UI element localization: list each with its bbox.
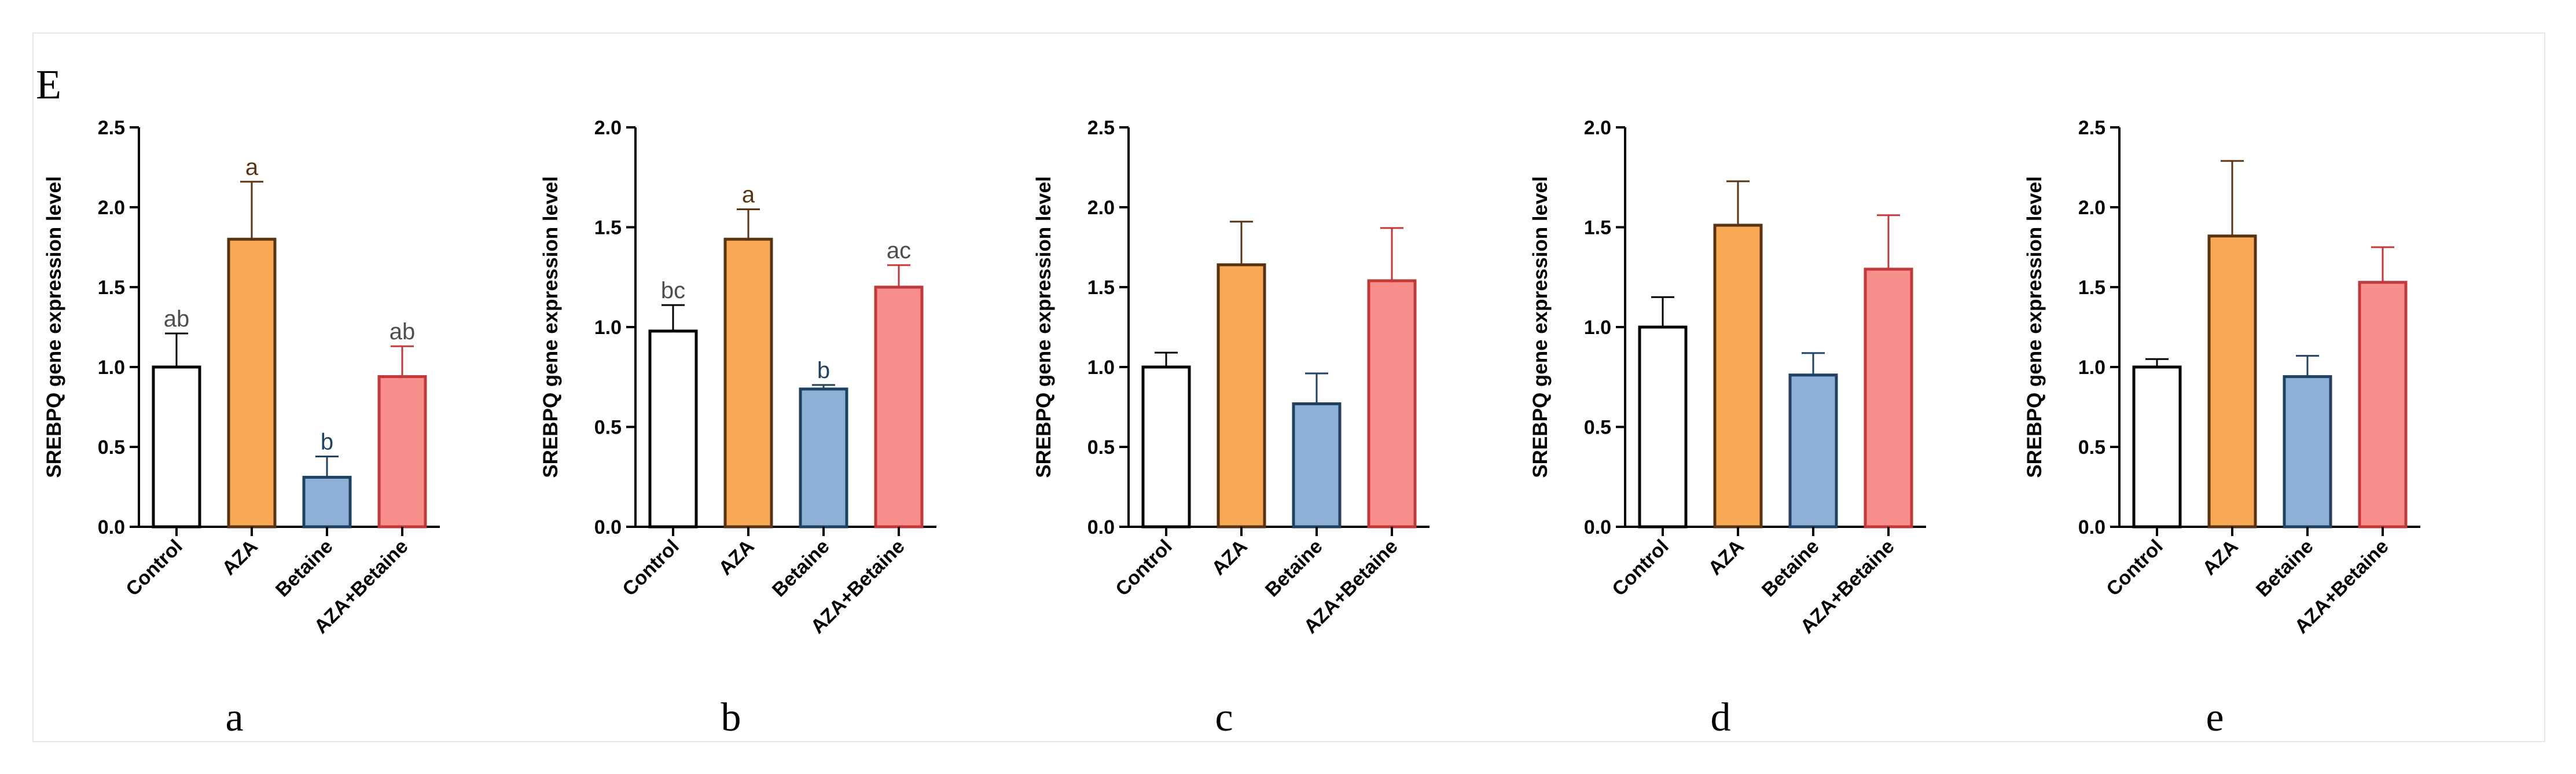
category-label: AZA	[218, 535, 262, 579]
category-label: Control	[1111, 535, 1176, 600]
y-tick-label: 1.0	[1087, 357, 1115, 379]
y-tick-label: 0.5	[98, 436, 125, 458]
bar	[227, 237, 277, 529]
y-tick-label: 1.5	[594, 217, 622, 239]
bar	[2283, 375, 2332, 529]
category-label: AZA	[2198, 535, 2242, 579]
significance-letter: a	[245, 155, 259, 180]
category-label: Betaine	[1758, 535, 1824, 601]
bar	[799, 387, 848, 529]
y-axis-label: SREBPQ gene expression level	[1032, 176, 1055, 478]
y-axis-label: SREBPQ gene expression level	[539, 176, 562, 478]
significance-letter: b	[817, 358, 830, 383]
figure-frame	[32, 32, 2545, 742]
category-label: Control	[122, 535, 186, 600]
chart-sublabel: c	[1215, 695, 1233, 740]
y-tick-label: 1.5	[98, 277, 125, 299]
y-tick-label: 0.5	[1087, 436, 1115, 458]
y-tick-label: 2.0	[2078, 197, 2105, 219]
significance-letter: a	[742, 182, 755, 207]
y-tick-label: 1.5	[2078, 277, 2105, 299]
category-label: Control	[2102, 535, 2167, 600]
significance-letter: ac	[887, 238, 911, 263]
bar	[1788, 373, 1838, 529]
chart-sublabel: d	[1711, 695, 1731, 740]
chart-sublabel: e	[2206, 695, 2224, 740]
y-tick-label: 0.0	[1087, 516, 1115, 538]
bar	[1864, 267, 1913, 529]
significance-letter: ab	[164, 306, 190, 332]
significance-letter: bc	[661, 278, 685, 303]
bar	[2358, 281, 2408, 529]
bar	[2132, 365, 2182, 529]
bar	[377, 375, 427, 529]
category-label: Betaine	[768, 535, 834, 601]
category-label: Control	[618, 535, 683, 600]
y-tick-label: 2.0	[1087, 197, 1115, 219]
bar	[152, 365, 201, 529]
category-label: Betaine	[2252, 535, 2318, 601]
bar	[1292, 402, 1342, 529]
category-label: AZA	[1207, 535, 1251, 579]
y-tick-label: 1.0	[2078, 357, 2105, 379]
y-tick-label: 2.0	[98, 197, 125, 219]
bar	[874, 285, 924, 529]
y-tick-label: 1.5	[1087, 277, 1115, 299]
chart-sublabel: b	[721, 695, 741, 740]
chart-panel-c: 0.0 0.5 1.0 1.5 2.0 2.5 SREBPQ gene expression…	[1032, 117, 1430, 740]
y-axis-label: SREBPQ gene expression level	[1529, 176, 1552, 478]
chart-panel-b: 0.0 0.5 1.0 1.5 2.0 SREBPQ gene expression le…	[539, 117, 936, 740]
category-label: Betaine	[1261, 535, 1327, 601]
y-tick-label: 0.5	[2078, 436, 2105, 458]
bar	[723, 237, 773, 529]
chart-sublabel: a	[225, 695, 243, 740]
y-tick-label: 1.0	[1584, 317, 1611, 339]
bar	[648, 329, 698, 529]
category-label: Betaine	[271, 535, 337, 601]
category-label: Control	[1608, 535, 1673, 600]
y-tick-label: 0.0	[1584, 516, 1611, 538]
chart-panel-d: 0.0 0.5 1.0 1.5 2.0 SREBPQ gene expression le…	[1529, 117, 1926, 740]
bar	[1638, 325, 1688, 529]
y-tick-label: 0.0	[2078, 516, 2105, 538]
significance-letter: b	[321, 430, 333, 455]
category-label: AZA	[1704, 535, 1748, 579]
y-tick-label: 0.5	[594, 417, 622, 439]
y-axis-label: SREBPQ gene expression level	[2023, 176, 2046, 478]
bar	[302, 475, 352, 529]
y-tick-label: 0.0	[98, 516, 125, 538]
y-tick-label: 2.5	[1087, 117, 1115, 139]
y-tick-label: 1.0	[98, 357, 125, 379]
y-tick-label: 0.5	[1584, 417, 1611, 439]
bar	[2207, 234, 2257, 529]
figure-panel-label: E	[36, 61, 61, 108]
bar	[1713, 223, 1763, 529]
bar	[1141, 365, 1191, 529]
y-tick-label: 2.5	[2078, 117, 2105, 139]
bar	[1367, 279, 1417, 529]
y-tick-label: 2.0	[1584, 117, 1611, 139]
y-tick-label: 1.5	[1584, 217, 1611, 239]
y-tick-label: 2.5	[98, 117, 125, 139]
y-tick-label: 2.0	[594, 117, 622, 139]
category-label: AZA	[714, 535, 758, 579]
y-tick-label: 1.0	[594, 317, 622, 339]
chart-panel-e: 0.0 0.5 1.0 1.5 2.0 2.5 SREBPQ gene expression…	[2023, 117, 2420, 740]
y-axis-label: SREBPQ gene expression level	[43, 176, 65, 478]
significance-letter: ab	[389, 319, 416, 344]
chart-panel-a: 0.0 0.5 1.0 1.5 2.0 2.5 SREBPQ gene expression…	[43, 117, 440, 740]
bar	[1217, 263, 1266, 529]
y-tick-label: 0.0	[594, 516, 622, 538]
